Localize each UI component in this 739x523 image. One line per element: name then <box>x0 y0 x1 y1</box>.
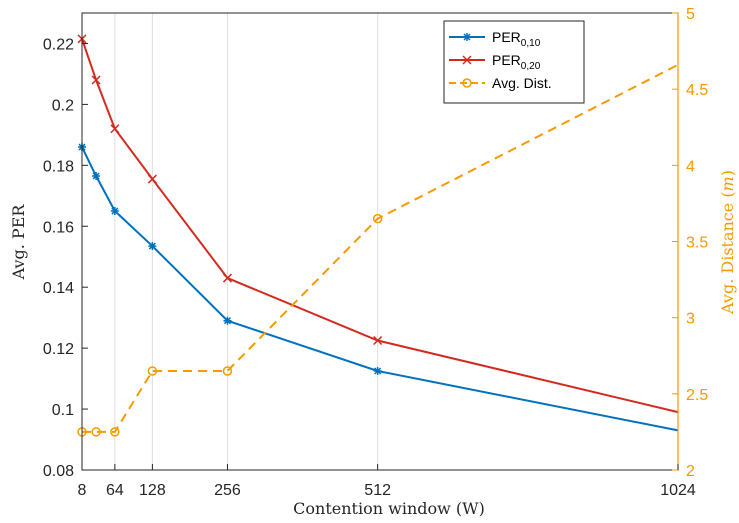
y-axis-right-title-end: ) <box>718 170 737 176</box>
data-point-marker <box>92 171 101 180</box>
x-axis: 8 64 128 256 512 1024 <box>78 464 696 499</box>
plot-area-frame <box>81 12 679 471</box>
y-axis-right-title-main: Avg. Distance ( <box>718 191 737 315</box>
y-axis-right-title-unit: m <box>718 176 737 191</box>
legend-marker <box>462 78 472 88</box>
data-point-marker <box>110 427 120 437</box>
data-point-marker <box>91 427 101 437</box>
plot-series <box>77 34 679 437</box>
series-line <box>81 146 679 432</box>
x-grid-lines <box>81 13 679 470</box>
y-right-tick-label: 3.5 <box>686 235 708 252</box>
y-axis-left-title: Avg. PER <box>9 204 28 281</box>
data-point-marker <box>222 366 233 376</box>
y-axis-right-title: Avg. Distance (m) <box>718 170 737 315</box>
data-point-marker <box>110 124 120 134</box>
data-point-marker <box>373 366 382 375</box>
x-axis-title: Contention window (W) <box>293 499 485 518</box>
x-tick-label: 64 <box>106 482 124 499</box>
x-tick-label: 128 <box>139 482 166 499</box>
x-tick-label: 256 <box>214 482 241 499</box>
legend-label-subscript: 0,10 <box>521 38 541 49</box>
y-left-tick-label: 0.18 <box>43 158 74 175</box>
data-point-marker <box>147 366 158 376</box>
series-line <box>82 63 679 433</box>
y-left-tick-label: 0.14 <box>43 280 74 297</box>
left-axis: 0.08 0.1 0.12 0.14 0.16 0.18 0.2 0.22 <box>43 36 88 480</box>
data-point-marker <box>147 174 157 184</box>
right-axis: 2 2.5 3 3.5 4 4.5 5 <box>672 6 708 480</box>
y-right-tick-label: 4 <box>686 158 695 175</box>
data-point-marker <box>222 273 233 283</box>
y-right-tick-label: 2 <box>686 463 695 480</box>
legend-marker <box>463 33 471 41</box>
y-right-tick-label: 3 <box>686 311 695 328</box>
y-right-tick-label: 5 <box>686 6 695 23</box>
y-left-tick-label: 0.2 <box>52 97 74 114</box>
y-right-tick-label: 4.5 <box>686 82 708 99</box>
y-left-tick-label: 0.1 <box>52 402 74 419</box>
legend-label: Avg. Dist. <box>492 75 552 91</box>
y-left-tick-label: 0.12 <box>43 341 74 358</box>
data-point-marker <box>373 335 383 346</box>
data-point-marker <box>91 75 101 85</box>
data-point-marker <box>110 207 119 216</box>
data-point-marker <box>372 213 383 224</box>
series-0 <box>78 143 679 432</box>
data-point-marker <box>148 242 157 251</box>
series-line <box>81 38 679 414</box>
x-tick-label: 512 <box>364 482 391 499</box>
y-left-tick-label: 0.08 <box>43 463 74 480</box>
x-tick-label: 1024 <box>660 482 696 499</box>
data-point-marker <box>223 316 232 325</box>
y-right-tick-label: 2.5 <box>686 387 708 404</box>
x-tick-label: 8 <box>78 482 87 499</box>
y-left-tick-label: 0.16 <box>43 219 74 236</box>
legend-label-subscript: 0,20 <box>521 61 541 72</box>
y-left-tick-label: 0.22 <box>43 36 74 53</box>
legend-marker <box>462 55 472 65</box>
